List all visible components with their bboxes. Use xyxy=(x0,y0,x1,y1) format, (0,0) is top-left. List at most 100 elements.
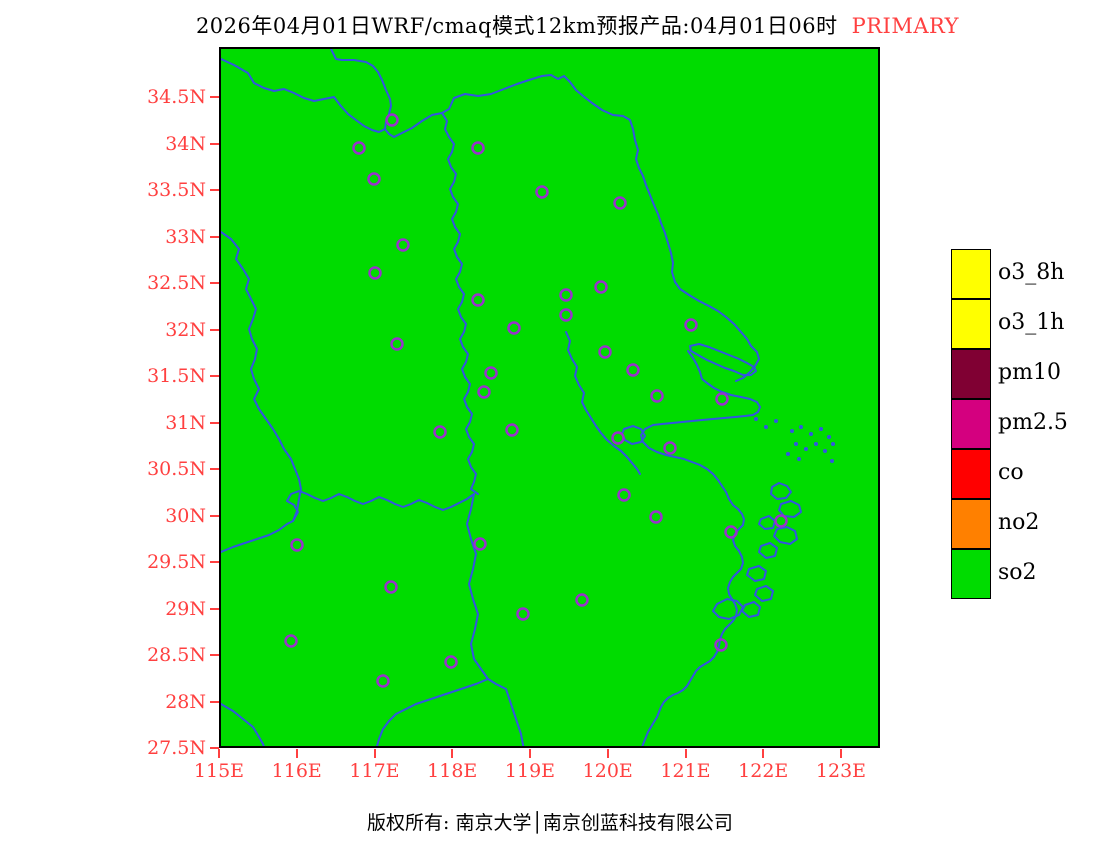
islet-dot xyxy=(774,419,778,423)
title-text: 2026年04月01日WRF/cmaq模式12km预报产品:04月01日06时 xyxy=(195,14,838,38)
lat-axis-tick xyxy=(210,654,219,656)
station-marker xyxy=(715,392,729,406)
lon-axis-tick xyxy=(762,749,765,758)
lat-axis-label: 32.5N xyxy=(147,272,206,294)
island-outline xyxy=(754,585,774,602)
station-marker xyxy=(384,580,398,594)
lat-axis-label: 30.5N xyxy=(147,458,206,480)
station-marker xyxy=(390,337,404,351)
lon-axis-label: 118E xyxy=(427,760,478,782)
lat-axis-label: 33N xyxy=(165,225,206,248)
islet-dot xyxy=(819,427,823,431)
legend-swatch-o3_1h xyxy=(951,299,991,349)
station-marker xyxy=(444,655,458,669)
station-marker xyxy=(471,293,485,307)
lat-axis-label: 29.5N xyxy=(147,551,206,573)
lat-axis-tick xyxy=(210,282,219,284)
station-marker xyxy=(433,425,447,439)
lon-axis-tick xyxy=(606,749,609,758)
station-marker xyxy=(535,185,549,199)
station-marker xyxy=(613,196,627,210)
lat-axis-tick xyxy=(210,421,219,424)
station-marker xyxy=(385,113,399,127)
lat-axis-label: 28.5N xyxy=(147,644,206,666)
lat-axis-tick xyxy=(210,142,219,145)
islet-dot xyxy=(764,425,768,429)
lat-axis-tick xyxy=(210,514,219,517)
station-marker xyxy=(484,366,498,380)
lon-axis-label: 117E xyxy=(349,760,400,782)
station-marker xyxy=(774,514,788,528)
lon-axis-label: 119E xyxy=(504,760,556,782)
station-marker xyxy=(507,321,521,335)
islet-dot xyxy=(830,459,834,463)
lat-axis-tick xyxy=(210,328,219,331)
legend-swatch-o3_8h xyxy=(951,249,991,299)
island-outline xyxy=(773,526,798,545)
legend-swatch-co xyxy=(951,449,991,499)
station-marker xyxy=(396,238,410,252)
border-north-border-ridge xyxy=(330,49,552,138)
lat-axis-label: 33.5N xyxy=(147,179,206,201)
legend-label-so2: so2 xyxy=(998,560,1037,585)
lat-axis-tick xyxy=(210,561,219,563)
station-marker xyxy=(663,441,677,455)
islet-dot xyxy=(823,449,827,453)
forecast-map xyxy=(219,47,880,748)
station-marker xyxy=(724,525,738,539)
lat-axis-label: 30N xyxy=(165,504,206,527)
lat-axis-label: 31N xyxy=(165,411,206,434)
islet-dot xyxy=(827,435,831,439)
lon-axis-label: 121E xyxy=(660,760,711,782)
station-marker xyxy=(471,141,485,155)
border-southwest-corner-border xyxy=(221,703,265,746)
legend-label-pm2.5: pm2.5 xyxy=(998,410,1068,435)
lon-axis-label: 115E xyxy=(193,760,245,782)
island-outline xyxy=(746,565,767,582)
station-marker xyxy=(559,288,573,302)
lat-axis-tick xyxy=(210,96,219,98)
lat-axis-label: 34N xyxy=(165,132,206,155)
lat-axis-tick xyxy=(210,607,219,610)
legend-label-pm10: pm10 xyxy=(998,360,1061,385)
lat-axis-tick xyxy=(210,700,219,703)
lon-axis-label: 122E xyxy=(738,760,789,782)
islet-dot xyxy=(794,442,798,446)
border-jiangsu-anhui-border xyxy=(441,112,479,495)
lat-axis-label: 29N xyxy=(165,597,206,620)
page-title: 2026年04月01日WRF/cmaq模式12km预报产品:04月01日06时 P… xyxy=(0,10,1100,40)
station-marker xyxy=(649,510,663,524)
station-marker xyxy=(684,318,698,332)
legend-label-o3_1h: o3_1h xyxy=(998,310,1065,335)
station-marker xyxy=(473,537,487,551)
island-outline xyxy=(770,482,792,500)
legend-label-o3_8h: o3_8h xyxy=(998,260,1065,285)
lon-axis-tick xyxy=(451,749,454,758)
legend-swatch-so2 xyxy=(951,549,991,599)
station-marker xyxy=(594,280,608,294)
station-marker xyxy=(598,345,612,359)
station-marker xyxy=(575,593,589,607)
station-marker xyxy=(505,423,519,437)
legend-swatch-pm10 xyxy=(951,349,991,399)
lon-axis-label: 116E xyxy=(271,760,322,782)
station-marker xyxy=(376,674,390,688)
border-north-border-west xyxy=(221,58,386,133)
islet-dot xyxy=(831,442,835,446)
lon-axis-tick xyxy=(295,749,298,758)
station-marker xyxy=(367,172,381,186)
border-zhejiang-west-border xyxy=(466,493,489,680)
islet-dot xyxy=(790,429,794,433)
border-maoshan-border xyxy=(565,331,641,475)
lat-axis-label: 34.5N xyxy=(147,86,206,108)
station-marker xyxy=(368,266,382,280)
legend-swatch-no2 xyxy=(951,499,991,549)
lat-axis-label: 32N xyxy=(165,318,206,341)
lat-axis-tick xyxy=(210,747,219,749)
island-outline xyxy=(778,500,802,518)
station-marker xyxy=(650,389,664,403)
station-marker xyxy=(290,538,304,552)
station-marker xyxy=(284,634,298,648)
station-marker xyxy=(516,607,530,621)
